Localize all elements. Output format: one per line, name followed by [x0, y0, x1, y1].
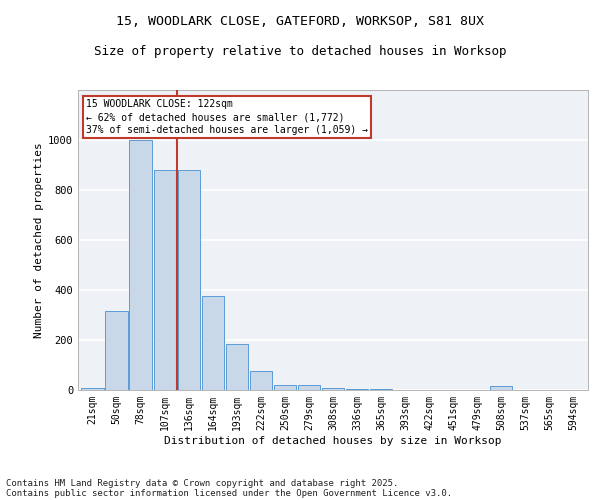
Bar — [274, 385, 296, 390]
Bar — [202, 296, 224, 390]
Bar — [346, 389, 368, 390]
Bar — [298, 385, 320, 390]
Text: Contains public sector information licensed under the Open Government Licence v3: Contains public sector information licen… — [6, 488, 452, 498]
Bar — [226, 344, 248, 390]
Text: Contains HM Land Registry data © Crown copyright and database right 2025.: Contains HM Land Registry data © Crown c… — [6, 478, 398, 488]
Bar — [154, 170, 176, 390]
Bar — [490, 386, 512, 390]
Bar — [370, 389, 392, 390]
Text: Size of property relative to detached houses in Worksop: Size of property relative to detached ho… — [94, 45, 506, 58]
Bar — [82, 388, 104, 390]
Bar — [130, 140, 152, 390]
Bar — [322, 388, 344, 390]
Text: 15 WOODLARK CLOSE: 122sqm
← 62% of detached houses are smaller (1,772)
37% of se: 15 WOODLARK CLOSE: 122sqm ← 62% of detac… — [86, 99, 368, 136]
Bar — [106, 311, 128, 390]
Y-axis label: Number of detached properties: Number of detached properties — [34, 142, 44, 338]
X-axis label: Distribution of detached houses by size in Worksop: Distribution of detached houses by size … — [164, 436, 502, 446]
Text: 15, WOODLARK CLOSE, GATEFORD, WORKSOP, S81 8UX: 15, WOODLARK CLOSE, GATEFORD, WORKSOP, S… — [116, 15, 484, 28]
Bar — [250, 371, 272, 390]
Bar — [178, 170, 200, 390]
